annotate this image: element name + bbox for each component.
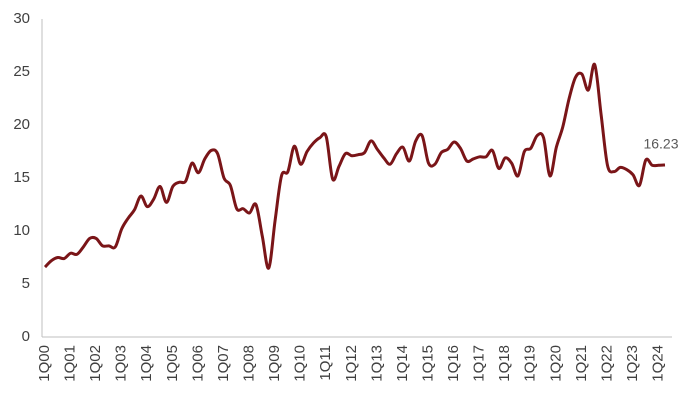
x-tick-label: 1Q07 <box>215 345 232 382</box>
x-tick-label: 1Q22 <box>598 345 615 382</box>
x-tick-label: 1Q21 <box>573 345 590 382</box>
x-tick-label: 1Q16 <box>445 345 462 382</box>
x-tick-label: 1Q13 <box>368 345 385 382</box>
y-tick-label: 30 <box>13 10 30 27</box>
x-tick-label: 1Q12 <box>343 345 360 382</box>
x-tick-label: 1Q01 <box>62 345 79 382</box>
x-tick-label: 1Q00 <box>36 345 53 382</box>
y-tick-label: 20 <box>13 116 30 133</box>
y-tick-label: 10 <box>13 222 30 239</box>
x-tick-label: 1Q04 <box>138 345 155 382</box>
data-label: 16.23 <box>643 136 678 152</box>
x-tick-label: 1Q23 <box>624 345 641 382</box>
y-tick-label: 25 <box>13 63 30 80</box>
x-tick-label: 1Q10 <box>292 345 309 382</box>
y-tick-label: 0 <box>22 328 30 345</box>
x-tick-label: 1Q17 <box>471 345 488 382</box>
x-tick-label: 1Q20 <box>547 345 564 382</box>
x-tick-label: 1Q08 <box>241 345 258 382</box>
y-tick-label: 5 <box>22 275 30 292</box>
x-tick-label: 1Q03 <box>113 345 130 382</box>
x-tick-label: 1Q09 <box>266 345 283 382</box>
x-tick-label: 1Q05 <box>164 345 181 382</box>
x-tick-label: 1Q06 <box>189 345 206 382</box>
y-tick-label: 15 <box>13 169 30 186</box>
x-tick-label: 1Q19 <box>522 345 539 382</box>
x-tick-label: 1Q14 <box>394 345 411 382</box>
series-line <box>43 62 666 270</box>
x-tick-label: 1Q15 <box>419 345 436 382</box>
x-tick-label: 1Q11 <box>317 345 334 381</box>
x-tick-label: 1Q02 <box>87 345 104 382</box>
x-tick-label: 1Q18 <box>496 345 513 382</box>
x-tick-label: 1Q24 <box>650 345 667 382</box>
